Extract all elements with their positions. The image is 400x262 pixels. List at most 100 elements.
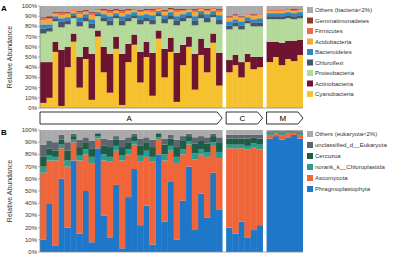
bar-segment xyxy=(192,20,198,25)
bar-segment xyxy=(155,132,161,133)
bar-segment xyxy=(119,147,125,156)
bar-segment xyxy=(204,10,210,11)
bar-segment xyxy=(89,6,95,12)
bar-segment xyxy=(137,12,143,15)
bar-segment xyxy=(143,17,149,21)
bar-segment xyxy=(186,136,192,141)
bar-segment xyxy=(89,163,95,242)
bar-segment xyxy=(113,9,119,10)
bar-segment xyxy=(58,130,64,135)
bar-segment xyxy=(232,234,238,252)
bar-segment xyxy=(279,135,285,140)
bar-segment xyxy=(89,100,95,108)
y-tick-label: 50% xyxy=(25,54,38,60)
bar-segment xyxy=(291,132,297,133)
panel-label: A xyxy=(1,4,7,13)
bar-segment xyxy=(161,10,167,11)
y-tick-label: 60% xyxy=(25,176,38,182)
bar-segment xyxy=(46,32,52,63)
bar-segment xyxy=(238,29,244,62)
bar-segment xyxy=(186,6,192,9)
bar-segment xyxy=(180,150,186,155)
bar-segment xyxy=(226,228,232,252)
bar-segment xyxy=(76,14,82,17)
bar-segment xyxy=(119,140,125,147)
y-tick-label: 40% xyxy=(25,64,38,70)
bar-segment xyxy=(155,6,161,8)
bar-segment xyxy=(244,237,250,252)
y-tick-label: 30% xyxy=(25,74,38,80)
bar-segment xyxy=(125,197,131,252)
bar-segment xyxy=(101,215,107,252)
bar-segment xyxy=(257,22,263,26)
bar-segment xyxy=(64,228,70,252)
bar-segment xyxy=(250,69,256,108)
bar-segment xyxy=(101,17,107,21)
bar-segment xyxy=(232,14,238,15)
bar-segment xyxy=(52,6,58,12)
bar-segment xyxy=(192,12,198,16)
y-tick xyxy=(38,154,40,155)
bar-segment xyxy=(113,185,119,252)
bar-segment xyxy=(40,24,46,28)
bar-segment xyxy=(180,154,186,200)
bar-segment xyxy=(186,37,192,47)
bar-segment xyxy=(244,17,250,20)
bar-segment xyxy=(210,14,216,17)
bar-segment xyxy=(46,27,52,31)
bar-segment xyxy=(232,135,238,139)
bar-segment xyxy=(131,136,137,141)
bar-segment xyxy=(267,134,273,135)
y-tick xyxy=(38,142,40,143)
bar-segment xyxy=(226,16,232,17)
bar-segment xyxy=(131,45,137,108)
bar-segment xyxy=(180,141,186,150)
bar-segment xyxy=(76,156,82,161)
bar-segment xyxy=(83,137,89,142)
bar-segment xyxy=(107,147,113,157)
bar-segment xyxy=(95,6,101,9)
bar-segment xyxy=(285,59,291,108)
bar-segment xyxy=(279,11,285,13)
bar-segment xyxy=(210,34,216,43)
legend-label: Gemmatimonadetes xyxy=(315,18,369,24)
group-arrow xyxy=(226,112,262,124)
bar-segment xyxy=(186,47,192,108)
bar-segment xyxy=(257,225,263,252)
bar-segment xyxy=(161,11,167,12)
bar-segment xyxy=(64,151,70,161)
bar-segment xyxy=(279,43,285,65)
bar-segment xyxy=(297,135,303,139)
bar-segment xyxy=(58,21,64,27)
bar-segment xyxy=(137,225,143,252)
bar-segment xyxy=(137,156,143,162)
bar-segment xyxy=(149,15,155,19)
bar-segment xyxy=(89,12,95,13)
legend-swatch xyxy=(307,7,313,13)
bar-segment xyxy=(40,34,46,63)
bar-segment xyxy=(70,18,76,33)
bar-segment xyxy=(244,139,250,146)
y-tick xyxy=(38,191,40,192)
bar-segment xyxy=(131,10,137,12)
bar-segment xyxy=(291,135,297,252)
legend-swatch xyxy=(307,28,313,34)
bar-segment xyxy=(64,130,70,142)
legend-label: norank_k__Chloroplastida xyxy=(315,164,385,170)
bar-segment xyxy=(297,18,303,39)
bar-segment xyxy=(210,130,216,134)
bar-segment xyxy=(58,50,64,106)
bar-segment xyxy=(89,15,95,19)
bar-segment xyxy=(198,141,204,150)
bar-segment xyxy=(46,203,52,252)
bar-segment xyxy=(58,140,64,145)
bar-segment xyxy=(279,131,285,132)
bar-segment xyxy=(198,18,204,38)
bar-segment xyxy=(52,21,58,41)
bar-segment xyxy=(125,150,131,155)
bar-segment xyxy=(125,130,131,137)
bar-segment xyxy=(161,18,167,23)
bar-segment xyxy=(70,6,76,10)
bar-segment xyxy=(285,15,291,18)
bar-segment xyxy=(83,150,89,155)
